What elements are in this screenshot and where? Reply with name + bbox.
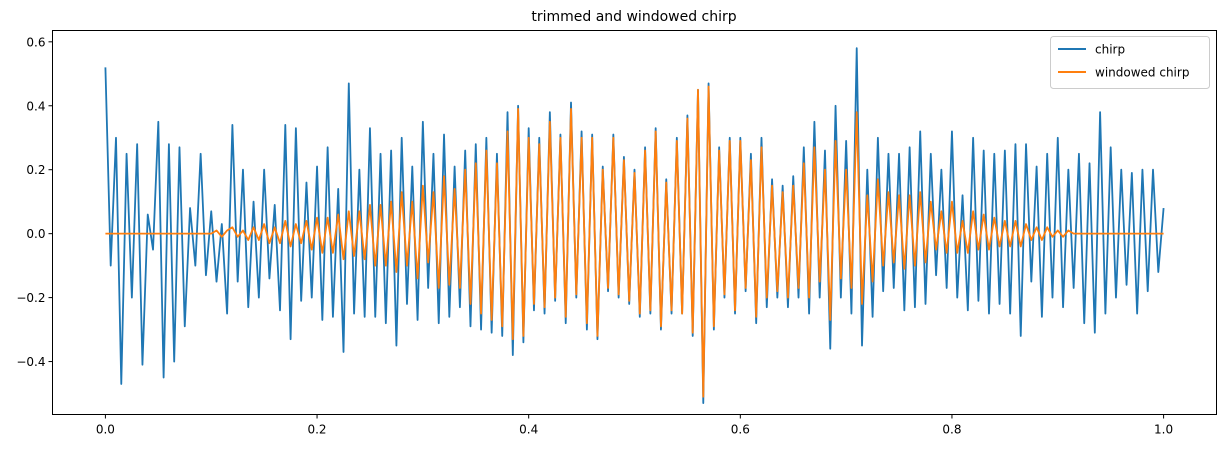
- series-line-chirp: [104, 47, 1165, 405]
- legend-label-windowed-chirp: windowed chirp: [1095, 66, 1189, 80]
- chart-title: trimmed and windowed chirp: [531, 9, 736, 25]
- x-tick-label: 0.4: [519, 423, 538, 437]
- x-tick-label: 0.6: [731, 423, 750, 437]
- y-tick-label: −0.2: [16, 291, 45, 305]
- x-axis: 0.0 0.2 0.4 0.6 0.8 1.0: [96, 414, 1173, 437]
- x-tick-label: 1.0: [1154, 423, 1173, 437]
- legend: chirp windowed chirp: [1050, 36, 1210, 89]
- y-tick-label: 0.0: [26, 227, 45, 241]
- series-line-windowed-chirp: [105, 85, 1164, 398]
- x-tick-label: 0.2: [307, 423, 326, 437]
- y-tick-label: −0.4: [16, 355, 45, 369]
- y-axis: −0.4 −0.2 0.0 0.2 0.4 0.6: [16, 35, 53, 369]
- x-tick-label: 0.8: [942, 423, 961, 437]
- series-layer: [104, 47, 1165, 405]
- y-tick-label: 0.4: [26, 99, 45, 113]
- legend-label-chirp: chirp: [1095, 43, 1125, 57]
- plot-area: [52, 30, 1217, 415]
- axes-frame: [52, 30, 1217, 415]
- x-tick-label: 0.0: [96, 423, 115, 437]
- y-tick-label: 0.6: [26, 35, 45, 49]
- legend-box: [1050, 36, 1210, 89]
- y-tick-label: 0.2: [26, 163, 45, 177]
